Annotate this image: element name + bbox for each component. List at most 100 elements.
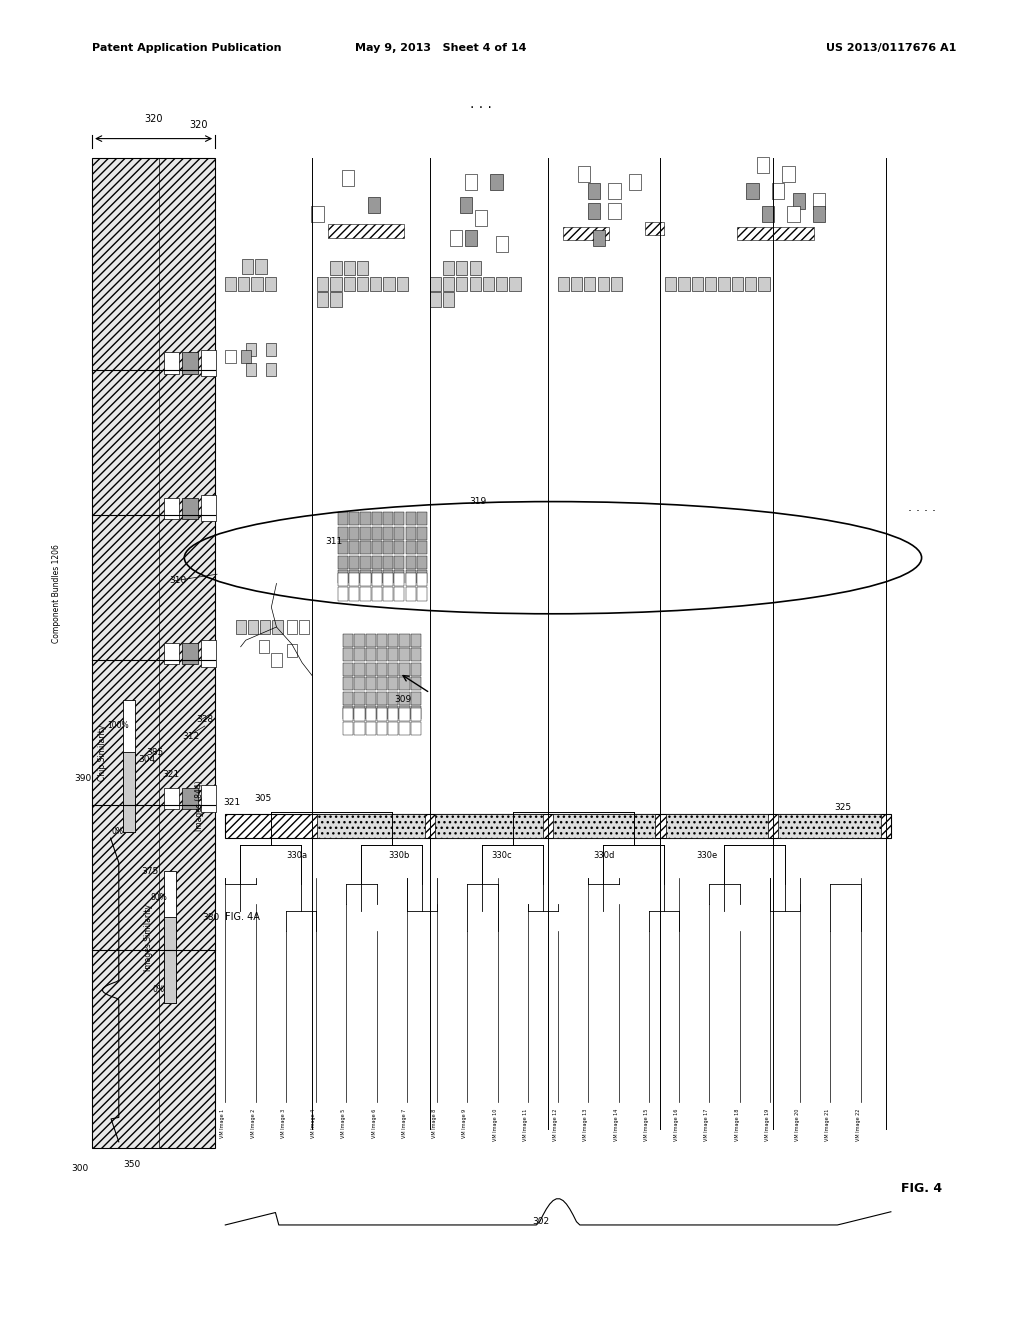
Text: VM Image 16: VM Image 16 [674,1109,679,1142]
Text: 330c: 330c [492,851,512,861]
Bar [354,663,365,676]
Text: VM Image 3: VM Image 3 [281,1109,286,1138]
Bar [256,259,266,273]
Bar [388,663,398,676]
Bar [354,706,365,719]
Bar [343,648,353,661]
Bar [201,640,216,667]
Text: 330a: 330a [287,851,307,861]
Bar [469,260,481,275]
Bar [343,706,353,719]
Bar [344,260,355,275]
Bar [246,363,256,376]
Text: 302: 302 [532,1217,550,1225]
Bar [406,573,416,586]
Text: 385: 385 [146,748,164,756]
Bar [417,541,427,554]
Text: 300: 300 [72,1164,89,1172]
Bar [411,677,421,690]
Bar [430,292,440,306]
Bar [272,620,283,634]
Bar [354,634,365,647]
Text: VM Image 4: VM Image 4 [311,1109,316,1138]
Bar [349,541,359,554]
Bar [338,570,348,583]
Text: 312: 312 [182,733,200,741]
Text: 330b: 330b [389,851,410,861]
Bar [354,708,365,721]
Text: 0%: 0% [112,828,124,836]
Bar [399,722,410,735]
Bar [406,587,416,601]
Bar [330,277,342,290]
Text: 310: 310 [169,577,186,585]
Text: 304: 304 [138,755,156,763]
Bar [510,277,520,290]
Bar [164,788,179,809]
Bar [238,277,250,290]
Text: VM Image 17: VM Image 17 [705,1109,710,1142]
Bar [366,663,376,676]
Bar [377,706,387,719]
Bar [349,573,359,586]
Text: 321: 321 [223,799,241,807]
Text: Chip Similarity: Chip Similarity [98,725,106,780]
Bar [377,648,387,661]
Bar [417,556,427,569]
Bar [342,170,354,186]
Bar [317,292,328,306]
Bar [460,197,472,213]
Bar [430,277,440,290]
Bar [399,692,410,705]
Bar [236,620,246,634]
Bar [360,541,371,554]
Bar [608,183,621,199]
Text: 319: 319 [469,498,486,506]
Bar [731,277,743,290]
Text: 325: 325 [835,804,852,812]
Text: Patent Application Publication: Patent Application Publication [92,42,282,53]
Bar [746,183,759,199]
Bar [457,277,467,290]
Bar [182,352,198,374]
Bar [241,350,251,363]
Bar [399,708,410,721]
Bar [287,620,297,634]
Bar [377,692,387,705]
Bar [366,692,376,705]
Bar [164,643,179,664]
Bar [388,634,398,647]
Bar [377,663,387,676]
Bar [399,706,410,719]
Bar [692,277,703,290]
Bar [383,573,393,586]
Text: VM Image 11: VM Image 11 [523,1109,527,1142]
Bar [611,277,623,290]
Text: VM Image 12: VM Image 12 [553,1109,558,1142]
Text: VM Image 2: VM Image 2 [251,1109,256,1138]
Bar [383,587,393,601]
Bar [372,587,382,601]
Bar [317,277,328,290]
Bar [772,183,784,199]
Bar [92,158,215,1148]
Text: VM Image 1: VM Image 1 [220,1109,225,1138]
Bar [787,206,800,222]
Bar [469,277,481,290]
Bar [338,587,348,601]
Bar [354,677,365,690]
Text: 320: 320 [144,114,163,124]
Bar [578,166,590,182]
Bar [371,277,381,290]
Bar [201,350,216,376]
Bar [330,260,342,275]
Bar [360,556,371,569]
Bar [366,722,376,735]
Text: 305: 305 [254,795,271,803]
Bar [399,634,410,647]
Bar [349,512,359,525]
Bar [242,259,254,273]
Text: FIG. 4A: FIG. 4A [225,912,260,923]
Bar [368,197,380,213]
Bar [394,541,404,554]
